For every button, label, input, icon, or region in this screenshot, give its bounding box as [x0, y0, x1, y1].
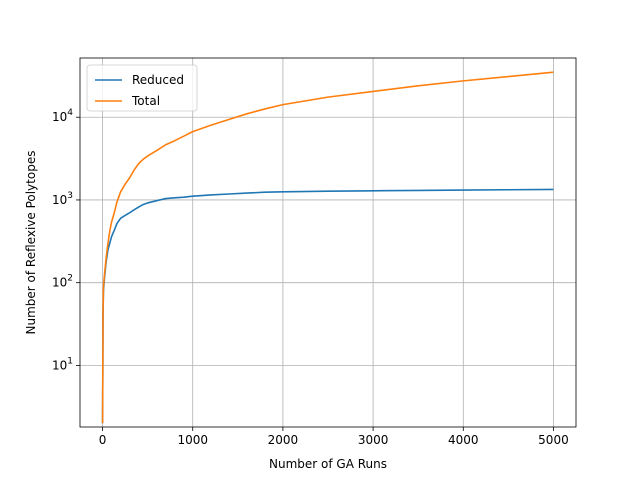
y-tick-base: 10 — [52, 110, 67, 124]
y-tick-exponent: 4 — [67, 108, 73, 118]
plot-frame — [79, 57, 577, 428]
legend-box — [86, 64, 198, 112]
x-axis-label: Number of GA Runs — [269, 457, 387, 471]
legend: Reduced Total — [86, 64, 198, 112]
legend-label-total: Total — [131, 94, 160, 108]
y-tick-label: 101 — [52, 356, 73, 372]
x-tick-label: 3000 — [358, 433, 389, 447]
x-tick-label: 1000 — [177, 433, 208, 447]
x-tick-label: 0 — [99, 433, 107, 447]
y-tick-label: 104 — [52, 108, 73, 124]
y-tick-base: 10 — [52, 358, 67, 372]
y-tick-base: 10 — [52, 276, 67, 290]
legend-label-reduced: Reduced — [132, 73, 184, 87]
y-tick-base: 10 — [52, 193, 67, 207]
x-tick-label: 2000 — [268, 433, 299, 447]
x-axis: 0 1000 2000 3000 4000 5000 — [99, 427, 569, 447]
y-tick-exponent: 1 — [67, 356, 73, 366]
x-tick-label: 4000 — [448, 433, 479, 447]
y-tick-exponent: 2 — [67, 274, 73, 284]
x-tick-label: 5000 — [538, 433, 569, 447]
series-layer — [101, 71, 554, 424]
y-tick-exponent: 3 — [67, 191, 73, 201]
series-line-total — [101, 71, 554, 424]
y-tick-label: 103 — [52, 191, 73, 207]
y-axis-label: Number of Reflexive Polytopes — [24, 151, 38, 335]
y-tick-label: 102 — [52, 274, 73, 290]
